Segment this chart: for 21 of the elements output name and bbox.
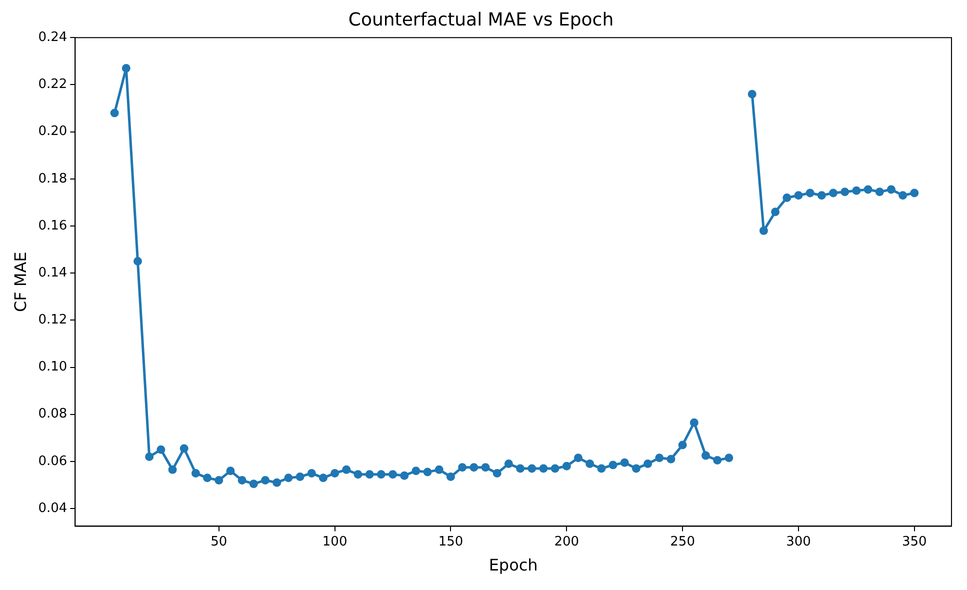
- x-tick-label: 50: [210, 534, 228, 550]
- y-tick-label: 0.22: [38, 77, 68, 92]
- x-tick-label: 250: [670, 534, 695, 550]
- x-tick-label: 200: [554, 534, 580, 550]
- y-tick-label: 0.12: [38, 312, 68, 328]
- y-tick-label: 0.08: [38, 406, 68, 422]
- y-tick-label: 0.24: [38, 30, 68, 45]
- y-tick-label: 0.06: [38, 454, 68, 469]
- x-tick-label: 300: [786, 534, 811, 550]
- x-tick-label: 100: [322, 534, 348, 550]
- y-tick-label: 0.18: [38, 171, 68, 186]
- y-axis-title: CF MAE: [10, 252, 30, 312]
- x-tick-label: 350: [902, 534, 927, 550]
- y-tick-label: 0.04: [38, 500, 68, 516]
- chart-title: Counterfactual MAE vs Epoch: [348, 9, 614, 30]
- y-tick-label: 0.16: [38, 218, 68, 234]
- x-axis-title: Epoch: [488, 556, 538, 575]
- y-tick-label: 0.20: [38, 124, 68, 140]
- y-tick-label: 0.10: [38, 360, 68, 375]
- x-tick-label: 150: [438, 534, 464, 550]
- y-tick-label: 0.14: [38, 265, 68, 280]
